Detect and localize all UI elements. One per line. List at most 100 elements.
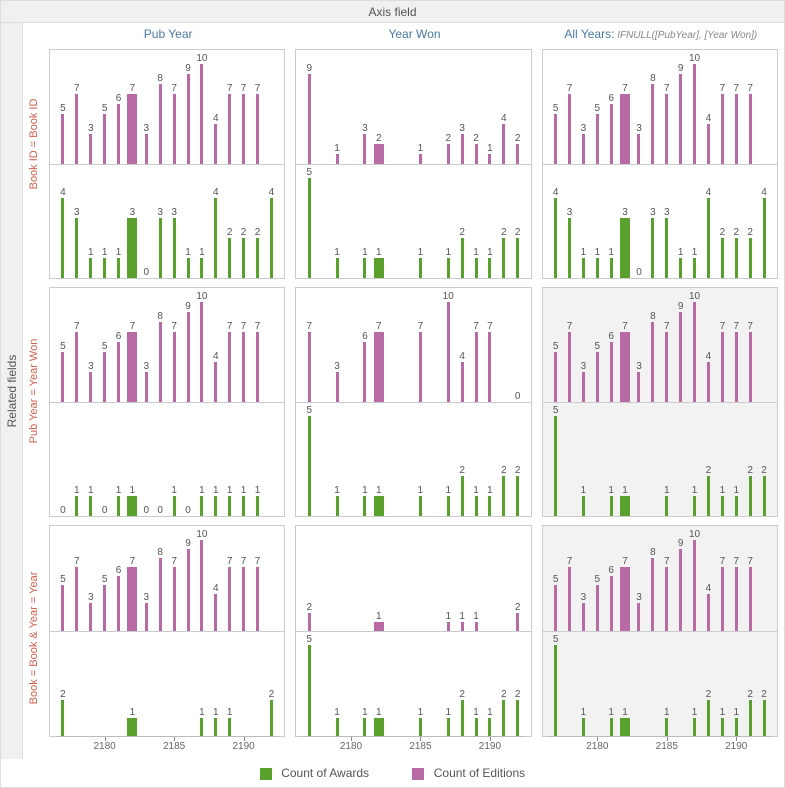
bar-value-label: 3 [362,123,368,134]
legend: Count of Awards Count of Editions [1,759,784,787]
bar-value-label: 3 [581,361,587,372]
bar-value-label: 1 [581,247,587,258]
bar-value-label: 3 [567,207,573,218]
x-axis: 218021852190 [302,736,524,754]
bar: 7 [173,332,176,402]
awards-bar-area: 51111121122 [302,416,524,516]
bar: 5 [103,352,106,402]
bar-value-label: 1 [678,247,684,258]
related-fields-label: Related fields [5,355,19,428]
bar-value-label: 3 [636,361,642,372]
legend-awards: Count of Awards [260,759,369,787]
bar: 1 [117,258,120,278]
cell-2-1: 21111251111121122218021852190 [291,521,537,759]
bar: 10 [200,64,203,164]
bar-value-label: 1 [418,485,424,496]
bar-value-label: 5 [60,103,66,114]
bar: 2 [707,700,710,736]
bar: 4 [270,198,273,278]
bar-value-label: 9 [185,63,191,74]
column-header-formula: IFNULL([PubYear], [Year Won]) [614,30,757,41]
bar: 7 [735,332,738,402]
bar: 1 [475,622,478,631]
bar-value-label: 3 [664,207,670,218]
bar: 1 [610,496,613,516]
bar: 1 [228,496,231,516]
bar-value-label: 8 [157,73,163,84]
bar-value-label: 1 [595,247,601,258]
bar-value-label: 4 [706,351,712,362]
bar-value-label: 3 [88,123,94,134]
bar: 5 [554,352,557,402]
bar: 6 [610,342,613,402]
bar-value-label: 1 [664,707,670,718]
bar: 7 [488,332,491,402]
bar-value-label: 1 [622,485,628,496]
bar: 1 [187,258,190,278]
bar-value-label: 5 [595,341,601,352]
bar-value-label: 7 [74,556,80,567]
bar: 7 [419,332,422,402]
bar: 5 [61,114,64,164]
bar-value-label: 5 [102,341,108,352]
bar: 5 [596,585,599,631]
bar: 7 [242,567,245,631]
bar-value-label: 1 [692,247,698,258]
bar-value-label: 1 [362,485,368,496]
bar: 10 [693,540,696,631]
bar-value-label: 3 [88,592,94,603]
bar: 3 [336,372,339,402]
bar-value-label: 4 [706,583,712,594]
bar: 2 [763,700,766,736]
bar-value-label: 2 [515,602,521,613]
bar: 7 [721,94,724,164]
bar: 7 [228,332,231,402]
bar-value-label: 4 [213,583,219,594]
editions-bar-area: 211112 [302,540,524,631]
bar: 2 [461,476,464,516]
bar-value-label: 6 [608,565,614,576]
bar: 3 [582,134,585,164]
bar-value-label: 2 [376,133,382,144]
bar: 3 [89,603,92,630]
awards-subchart: 4311130331142224 [543,164,777,278]
bar-value-label: 7 [664,321,670,332]
bar: 7 [749,567,752,631]
body-area: Related fields Book ID = Book IDPub Year… [1,23,784,759]
bar-value-label: 1 [581,707,587,718]
bar-value-label: 9 [678,301,684,312]
bar-value-label: 6 [116,565,122,576]
bar: 1 [582,718,585,736]
bar-value-label: 2 [306,602,312,613]
bar-value-label: 2 [501,465,507,476]
bar-value-label: 1 [487,247,493,258]
bar: 5 [103,114,106,164]
bar-value-label: 6 [362,331,368,342]
bar: 7 [735,567,738,631]
bar-value-label: 1 [664,485,670,496]
bar-value-label: 3 [334,361,340,372]
bar-value-label: 1 [199,485,205,496]
bar: 1 [475,496,478,516]
bar: 2 [707,476,710,516]
bar-value-label: 2 [515,227,521,238]
bar: 2 [502,476,505,516]
x-tick-label: 2190 [725,741,747,752]
editions-subchart: 5735673879104777 [543,50,777,164]
bar: 8 [159,558,162,631]
bar-value-label: 2 [501,227,507,238]
bar: 2 [475,144,478,164]
bar: 7 [735,94,738,164]
bar: 1 [693,258,696,278]
bar: 7 [568,332,571,402]
awards-bar-area: 4311130331142224 [549,178,771,278]
cell-0-0: 57356738791047774311130331142224 [45,45,291,283]
bar: 3 [637,372,640,402]
bar: 5 [554,114,557,164]
bar: 3 [89,372,92,402]
bar: 1 [620,496,630,516]
bar: 1 [214,718,217,736]
bar-value-label: 2 [515,689,521,700]
bar-value-label: 10 [196,291,207,302]
x-tick-label: 2190 [479,741,501,752]
